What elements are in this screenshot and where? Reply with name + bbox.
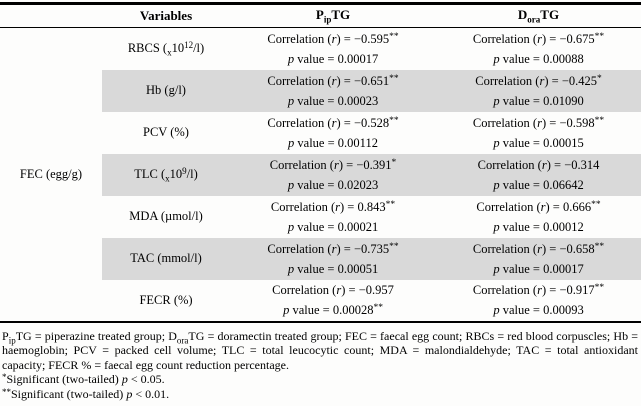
variable-label: Hb (g/l) <box>102 69 230 112</box>
significance-stars: ** <box>594 115 605 126</box>
single-star: * <box>2 372 7 382</box>
variable-label: FECR (%) <box>102 279 230 323</box>
significance-stars: ** <box>389 73 399 84</box>
table-row-hb: Hb (g/l) Correlation (r) = −0.651** p va… <box>0 69 641 112</box>
pip-rest: TG <box>331 7 351 23</box>
pvalue-line: p value = 0.00093 <box>493 303 584 317</box>
correlation-line: Correlation (r) = −0.675** <box>472 31 605 46</box>
double-star: ** <box>2 386 11 397</box>
header-dora-tg: DoraTG <box>436 3 641 28</box>
header-variables: Variables <box>102 3 230 28</box>
significance-note-005: *Significant (two-tailed) p < 0.05. <box>2 372 165 386</box>
abbreviations-note: PipTG = piperazine treated group; DoraTG… <box>2 328 639 372</box>
significance-stars: ** <box>389 115 399 126</box>
correlation-line: Correlation (r) = −0.658** <box>472 241 605 256</box>
significance-note-001: **Significant (two-tailed) p < 0.01. <box>2 386 170 401</box>
pvalue-line: p value = 0.02023 <box>287 177 379 192</box>
correlation-line: Correlation (r) = −0.917** <box>472 283 605 297</box>
correlation-line: Correlation (r) = −0.391* <box>269 157 397 172</box>
pvalue-line: p value = 0.00017 <box>287 51 379 66</box>
footnotes: PipTG = piperazine treated group; DoraTG… <box>0 329 641 402</box>
header-pip-tg: PipTG <box>230 3 436 28</box>
dora-cell: Correlation (r) = −0.425* p value = 0.01… <box>436 69 641 112</box>
pvalue-line: p value = 0.00088 <box>493 51 584 66</box>
variable-label: TLC (x109/l) <box>102 153 230 196</box>
correlation-line: Correlation (r) = 0.666** <box>476 199 601 214</box>
pvalue-line: p value = 0.06642 <box>493 177 584 192</box>
pip-cell: Correlation (r) = −0.651** p value = 0.0… <box>230 69 436 112</box>
table-row-pcv: PCV (%) Correlation (r) = −0.528** p val… <box>0 112 641 154</box>
table-row-mda: MDA (µmol/l) Correlation (r) = 0.843** p… <box>0 196 641 238</box>
pip-cell: Correlation (r) = −0.735** p value = 0.0… <box>230 237 436 280</box>
significance-stars: ** <box>594 31 605 42</box>
correlation-line: Correlation (r) = −0.595** <box>267 31 399 46</box>
significance-stars: * <box>597 73 602 84</box>
correlation-line: Correlation (r) = −0.528** <box>267 115 399 130</box>
correlation-line: Correlation (r) = −0.651** <box>267 73 399 88</box>
pvalue-line: p value = 0.00012 <box>493 219 584 234</box>
dora-cell: Correlation (r) = −0.598** p value = 0.0… <box>436 112 641 154</box>
table-row-tac: TAC (mmol/l) Correlation (r) = −0.735** … <box>0 237 641 280</box>
pvalue-line: p value = 0.00023 <box>287 93 379 108</box>
correlation-line: Correlation (r) = 0.843** <box>270 199 396 214</box>
variable-label: RBCS (x1012/l) <box>127 40 205 58</box>
table-row-tlc: TLC (x109/l) Correlation (r) = −0.391* p… <box>0 153 641 196</box>
correlation-line: Correlation (r) = −0.314 <box>477 157 600 172</box>
significance-stars: ** <box>389 31 399 42</box>
row-group-label: FEC (egg/g) <box>0 27 102 323</box>
dora-cell: Correlation (r) = 0.666** p value = 0.00… <box>436 196 641 238</box>
pvalue-line: p value = 0.00015 <box>493 135 584 150</box>
pvalue-line: p value = 0.00017 <box>493 261 584 276</box>
variable-label: TAC (mmol/l) <box>102 237 230 280</box>
dora-cell: Correlation (r) = −0.658** p value = 0.0… <box>436 237 641 280</box>
significance-stars: ** <box>373 303 383 313</box>
header-row: Variables PipTG DoraTG <box>0 3 641 28</box>
correlation-line: Correlation (r) = −0.957 <box>272 283 394 297</box>
variable-label: PCV (%) <box>143 125 189 139</box>
significance-stars: ** <box>594 283 605 293</box>
pip-subscript: ip <box>323 14 332 25</box>
table-row-fecr: FECR (%) Correlation (r) = −0.957 p valu… <box>0 279 641 323</box>
pvalue-line: p value = 0.00112 <box>288 135 378 150</box>
pip-cell: Correlation (r) = 0.843** p value = 0.00… <box>230 196 436 238</box>
dora-rest: TG <box>540 7 560 23</box>
dora-cell: Correlation (r) = −0.675** p value = 0.0… <box>436 28 641 70</box>
significance-stars: ** <box>389 241 399 252</box>
significance-stars: * <box>391 157 397 168</box>
correlation-line: Correlation (r) = −0.735** <box>267 241 399 256</box>
pip-cell: Correlation (r) = −0.595** p value = 0.0… <box>230 28 436 70</box>
table-row-rbcs: FEC (egg/g) RBCS (x1012/l) Correlation (… <box>0 27 641 323</box>
dora-subscript: ora <box>527 14 541 25</box>
pip-cell: Correlation (r) = −0.957 p value = 0.000… <box>230 279 436 323</box>
pip-cell: Correlation (r) = −0.528** p value = 0.0… <box>230 112 436 154</box>
correlation-line: Correlation (r) = −0.598** <box>472 115 605 130</box>
pip-cell: Correlation (r) = −0.391* p value = 0.02… <box>230 153 436 196</box>
pvalue-line: p value = 0.00051 <box>287 261 379 276</box>
significance-stars: ** <box>591 199 601 210</box>
pvalue-line: p value = 0.00028** <box>283 303 383 317</box>
significance-stars: ** <box>385 199 396 210</box>
header-empty-cell <box>0 3 102 28</box>
pip-base: P <box>315 7 324 23</box>
pvalue-line: p value = 0.00021 <box>287 219 379 234</box>
correlation-line: Correlation (r) = −0.425* <box>475 73 602 88</box>
significance-stars: ** <box>594 241 605 252</box>
dora-cell: Correlation (r) = −0.314 p value = 0.066… <box>436 153 641 196</box>
correlation-table: Variables PipTG DoraTG FEC (egg/g) RBCS … <box>0 2 641 323</box>
dora-cell: Correlation (r) = −0.917** p value = 0.0… <box>436 279 641 323</box>
pvalue-line: p value = 0.01090 <box>493 93 584 108</box>
dora-base: D <box>517 7 528 23</box>
variable-label: MDA (µmol/l) <box>129 209 203 223</box>
